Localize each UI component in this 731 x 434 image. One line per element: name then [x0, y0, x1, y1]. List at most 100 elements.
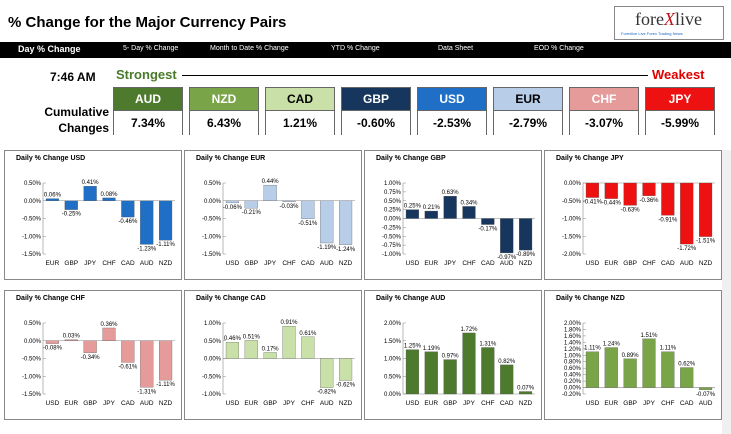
currency-name: CHF	[570, 88, 638, 110]
y-tick-label: 1.40%	[564, 340, 582, 346]
strength-line	[182, 75, 648, 76]
bar-jpy	[642, 338, 656, 388]
scrollbar[interactable]	[722, 150, 731, 434]
bar-gbp	[64, 200, 78, 210]
bar-usd	[405, 349, 419, 395]
bar-cad	[481, 218, 495, 225]
currency-box-aud: AUD 7.34%	[113, 87, 183, 135]
data-label: 0.63%	[442, 190, 460, 196]
x-category-label: JPY	[463, 400, 476, 407]
bar-usd	[225, 200, 239, 204]
x-category-label: EUR	[424, 260, 438, 267]
bar-eur	[604, 182, 618, 199]
nav-ytd-change[interactable]: YTD % Change	[331, 45, 380, 52]
y-tick-label: -2.00%	[562, 252, 582, 258]
x-category-label: EUR	[64, 400, 78, 407]
bar-aud	[140, 340, 154, 388]
currency-name: GBP	[342, 88, 410, 110]
y-tick-label: -0.50%	[202, 374, 222, 380]
data-label: -0.63%	[621, 207, 641, 213]
data-label: 1.72%	[460, 327, 478, 333]
y-tick-label: -1.00%	[22, 374, 42, 380]
bar-jpy	[263, 184, 277, 201]
y-tick-label: 0.80%	[564, 360, 582, 366]
forexlive-logo[interactable]: foreXlive Forexlive Live Forex Trading N…	[614, 6, 724, 40]
x-category-label: AUD	[699, 400, 713, 407]
y-tick-label: -1.50%	[562, 234, 582, 240]
chart-panel-1: Daily % Change USD 0.50% 0.00% -0.50% -1.00%…	[4, 150, 182, 280]
x-category-label: GBP	[83, 400, 97, 407]
x-category-label: JPY	[103, 400, 116, 407]
x-category-label: CAD	[301, 260, 315, 267]
bar-jpy	[282, 326, 296, 359]
data-label: -1.51%	[696, 239, 716, 245]
currency-name: AUD	[114, 88, 182, 110]
bar-eur	[604, 347, 618, 388]
currency-value: -5.99%	[646, 110, 714, 135]
bar-gbp	[443, 359, 457, 395]
bar-usd	[585, 182, 599, 198]
x-category-label: NZD	[519, 260, 533, 267]
nav-day-change[interactable]: Day % Change	[18, 44, 81, 54]
currency-box-nzd: NZD 6.43%	[189, 87, 259, 135]
nav-bar: Day % Change 5- Day % Change Month to Da…	[0, 42, 731, 58]
x-category-label: CHF	[282, 260, 295, 267]
bar-cad	[121, 200, 135, 218]
x-category-label: EUR	[604, 260, 618, 267]
x-category-label: GBP	[623, 260, 637, 267]
data-label: -0.46%	[118, 219, 138, 225]
x-category-label: JPY	[264, 260, 277, 267]
bar-eur	[424, 351, 438, 395]
bar-cad	[500, 364, 514, 395]
bar-chf	[102, 197, 116, 201]
x-category-label: JPY	[444, 260, 457, 267]
x-category-label: USD	[226, 400, 240, 407]
bar-gbp	[623, 182, 637, 206]
chart-panel-4: Daily % Change JPY 0.00% -0.50% -1.00% -1.50…	[544, 150, 722, 280]
y-tick-label: -1.50%	[202, 252, 222, 258]
data-label: 0.36%	[100, 322, 118, 328]
data-label: 0.08%	[100, 192, 118, 198]
bar-cad	[301, 200, 315, 220]
data-label: 0.89%	[622, 353, 640, 359]
nav-eod-change[interactable]: EOD % Change	[534, 45, 584, 52]
bar-aud	[500, 218, 514, 254]
x-category-label: AUD	[320, 400, 334, 407]
data-label: 0.21%	[423, 205, 441, 211]
x-category-label: GBP	[244, 260, 258, 267]
data-label: -1.72%	[677, 246, 697, 252]
data-label: 1.51%	[640, 333, 658, 339]
x-category-label: GBP	[443, 400, 457, 407]
x-category-label: EUR	[244, 400, 258, 407]
bar-cad	[121, 340, 135, 363]
y-tick-label: -1.50%	[22, 252, 42, 258]
data-label: 0.34%	[460, 200, 478, 206]
y-tick-label: 0.50%	[204, 181, 222, 187]
nav-data-sheet[interactable]: Data Sheet	[438, 45, 474, 52]
nav-mtd-change[interactable]: Month to Date % Change	[210, 45, 289, 52]
data-label: -0.89%	[516, 252, 536, 258]
bar-cad	[680, 367, 694, 388]
chart-title: Daily % Change USD	[16, 155, 86, 162]
bar-aud	[320, 200, 334, 244]
data-label: -0.21%	[242, 210, 262, 216]
y-tick-label: 0.00%	[564, 181, 582, 187]
data-label: -0.07%	[696, 392, 716, 398]
currency-value: -3.07%	[570, 110, 638, 135]
bar-nzd	[699, 182, 713, 237]
y-tick-label: 0.20%	[564, 379, 582, 385]
nav-5day-change[interactable]: 5- Day % Change	[123, 45, 179, 52]
page-title: % Change for the Major Currency Pairs	[8, 14, 287, 31]
currency-value: 6.43%	[190, 110, 258, 135]
data-label: -1.31%	[137, 389, 157, 395]
x-category-label: NZD	[339, 260, 353, 267]
bar-eur	[64, 339, 78, 341]
bar-jpy	[83, 186, 97, 201]
logo-x: X	[663, 9, 675, 29]
x-category-label: GBP	[623, 400, 637, 407]
y-tick-label: -0.20%	[562, 392, 582, 398]
x-category-label: USD	[406, 400, 420, 407]
y-tick-label: 1.60%	[564, 334, 582, 340]
chart-panel-2: Daily % Change EUR 0.50% 0.00% -0.50% -1.00%…	[184, 150, 362, 280]
data-label: 1.11%	[660, 346, 677, 352]
